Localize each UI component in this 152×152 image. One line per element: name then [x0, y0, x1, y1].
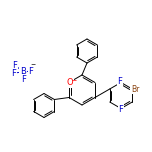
Text: F: F [119, 105, 123, 114]
Text: Br: Br [131, 85, 139, 93]
Text: F: F [29, 67, 33, 76]
Text: −: − [30, 62, 36, 67]
Text: F: F [12, 69, 16, 78]
Text: F: F [117, 77, 122, 86]
Text: F: F [22, 76, 26, 85]
Text: F: F [13, 60, 17, 69]
Text: B: B [20, 67, 26, 76]
Text: −: − [71, 77, 77, 82]
Text: O: O [67, 78, 73, 87]
